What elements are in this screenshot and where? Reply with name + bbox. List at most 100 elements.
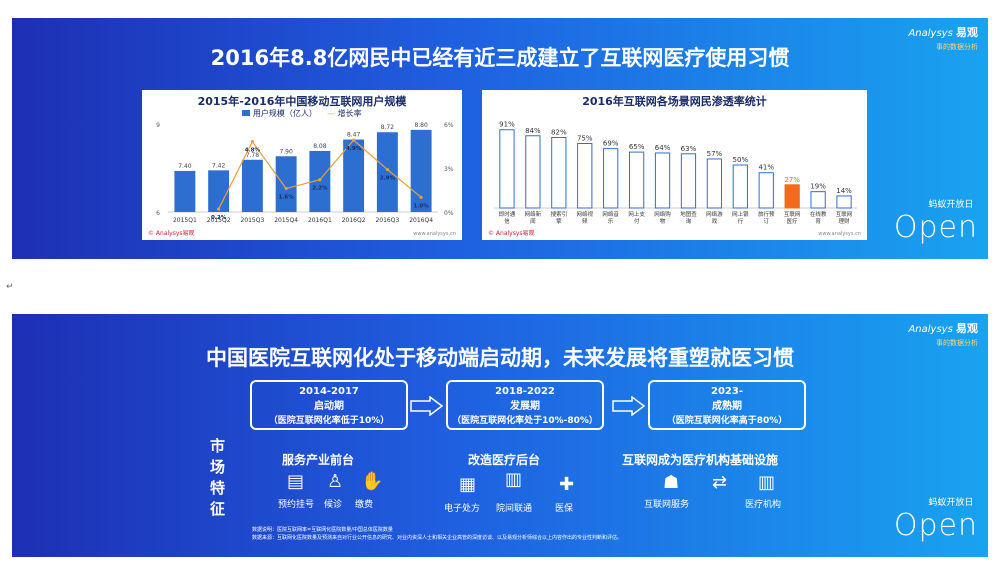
y2-tick-label: 0% <box>444 210 454 217</box>
bar-value-label: 8.47 <box>347 132 361 139</box>
bar <box>309 150 331 212</box>
chart-title: 2016年互联网各场景网民渗透率统计 <box>582 95 767 108</box>
x-tick-label: 网络游 <box>706 210 723 218</box>
bar <box>577 143 593 209</box>
legend-swatch-line: — <box>327 109 336 118</box>
bar-value-label: 7.40 <box>178 163 192 170</box>
bar-value-label: 27% <box>784 176 800 184</box>
arrow-icon <box>410 396 444 416</box>
x-tick-label: 2016Q3 <box>375 217 399 224</box>
market-features-label: 市 场 特 征 <box>210 436 228 520</box>
x-tick-label: 理财 <box>839 217 851 225</box>
brand-sub: 事的数据分析 <box>936 339 978 347</box>
bar <box>499 129 515 209</box>
bar <box>680 153 697 209</box>
bar <box>784 184 800 209</box>
open-big: Open <box>893 508 978 543</box>
x-tick-label: 即时通 <box>499 210 516 218</box>
x-tick-label: 网络新 <box>525 210 542 218</box>
slide-title: 2016年8.8亿网民中已经有近三成建立了互联网医疗使用习惯 <box>210 46 790 70</box>
internet-service-icon: ☗ <box>663 472 680 493</box>
bar-value-label: 8.08 <box>313 143 327 150</box>
users-chart: 6 9 0% 3% 6% 7.40 2015Q1 7.42 2015Q2 7.78 2015Q3 7.… <box>156 122 454 224</box>
x-tick-label: 2015Q4 <box>274 217 298 224</box>
open-big: Open <box>893 210 978 245</box>
item-insurance: 医保 <box>555 504 574 514</box>
brand-en: Analysys <box>908 28 953 39</box>
brand-cn: 易观 <box>956 26 978 39</box>
bar <box>376 132 398 212</box>
bar-value-label: 57% <box>707 150 723 158</box>
chart-source: © Analysys易观 <box>148 230 195 237</box>
open-logo: 蚂蚁开放日 Open <box>894 197 978 245</box>
x-tick-label: 互联网 <box>836 210 853 218</box>
x-tick-label: 2015Q3 <box>240 217 264 224</box>
bar <box>654 152 671 209</box>
bar-value-label: 65% <box>629 143 645 151</box>
feature-front: 服务产业前台 <box>282 453 355 467</box>
waiting-icon: ♙ <box>327 471 344 492</box>
x-tick-label: 付 <box>634 217 640 225</box>
x-tick-label: 订 <box>763 218 769 225</box>
stage-desc: （医院互联网化率处于10%-80%） <box>452 416 598 426</box>
x-tick-label: 医疗 <box>787 217 799 225</box>
stage-name: 成熟期 <box>712 401 742 412</box>
stage-growth: 2018-2022 发展期 （医院互联网化率处于10%-80%） <box>446 380 604 430</box>
growth-point <box>352 138 356 142</box>
x-tick-label: 行 <box>738 217 744 225</box>
stage-years: 2014-2017 <box>299 386 359 397</box>
slide-user-penetration: 2016年8.8亿网民中已经有近三成建立了互联网医疗使用习惯 Analysys … <box>12 18 988 259</box>
bar-value-label: 63% <box>681 145 697 153</box>
x-tick-label: 擎 <box>556 217 562 225</box>
slide-hospital-stages: 中国医院互联网化处于移动端启动期，未来发展将重塑就医习惯 Analysys 易观… <box>12 314 988 557</box>
prescription-icon: ▦ <box>459 474 477 495</box>
x-tick-label: 物 <box>660 217 666 225</box>
item-booking: 预约挂号 <box>278 500 315 510</box>
market-char: 征 <box>210 500 226 518</box>
bar-value-label: 64% <box>655 144 671 152</box>
x-tick-label: 频 <box>582 217 588 225</box>
legend-item-bar: 用户规模（亿人） <box>252 109 317 118</box>
x-tick-label: 2016Q2 <box>342 217 366 224</box>
bar <box>410 129 432 212</box>
item-payment: 缴费 <box>355 500 374 510</box>
payment-icon: ✋ <box>361 471 384 492</box>
growth-label: 2.9% <box>380 175 396 181</box>
bar <box>810 191 826 209</box>
chart-url: www.analysys.cn <box>818 231 861 237</box>
chart-source: © Analysys易观 <box>488 230 535 237</box>
bar-value-label: 7.90 <box>279 148 293 155</box>
insurance-icon: ✚ <box>559 474 575 495</box>
x-tick-label: 育 <box>815 217 821 225</box>
medical-institution-icon: ▥ <box>758 472 776 493</box>
bar-value-label: 14% <box>836 187 852 195</box>
growth-label: 4.8% <box>245 148 261 154</box>
x-tick-label: 搜索引 <box>551 210 568 218</box>
brand-logo: Analysys 易观 事的数据分析 <box>908 322 978 350</box>
growth-label: 4.9% <box>346 146 362 152</box>
bar <box>603 148 619 209</box>
bar <box>628 151 645 209</box>
brand-en: Analysys <box>908 324 953 335</box>
bar-value-label: 7.78 <box>246 152 260 159</box>
item-medical-institution: 医疗机构 <box>745 500 782 510</box>
stage-name: 发展期 <box>510 401 540 412</box>
exchange-arrows-icon: ⇄ <box>712 472 728 493</box>
growth-point <box>217 207 221 211</box>
x-tick-label: 互联网 <box>784 210 801 218</box>
open-logo: 蚂蚁开放日 Open <box>894 495 978 543</box>
slide-title: 中国医院互联网化处于移动端启动期，未来发展将重塑就医习惯 <box>206 346 794 370</box>
bar-value-label: 8.80 <box>414 122 428 129</box>
growth-label: 1.6% <box>278 195 294 201</box>
bar <box>836 195 852 209</box>
item-hospital-link: 院间联通 <box>496 504 533 514</box>
x-tick-label: 地图查 <box>680 210 697 218</box>
chart-legend: 用户规模（亿人） — 增长率 <box>142 108 462 119</box>
booking-icon: ▤ <box>287 471 305 492</box>
bar-value-label: 7.42 <box>212 162 226 169</box>
x-tick-label: 网上银 <box>732 210 749 218</box>
brand-logo: Analysys 易观 事的数据分析 <box>908 26 978 54</box>
stage-years: 2023- <box>711 386 743 397</box>
growth-point <box>318 178 322 182</box>
